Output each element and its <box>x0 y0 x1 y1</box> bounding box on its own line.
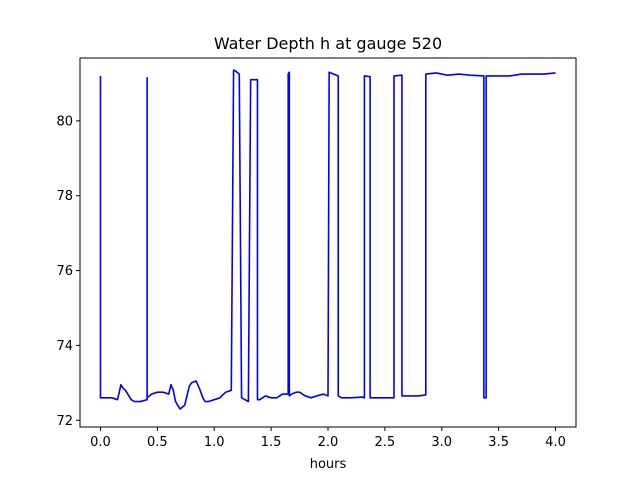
x-tick-label: 1.5 <box>261 435 282 450</box>
y-tick-label: 80 <box>56 114 73 129</box>
chart-title: Water Depth h at gauge 520 <box>214 34 442 53</box>
y-axis: 72 74 76 78 80 <box>56 114 80 429</box>
series-line-0 <box>99 69 556 410</box>
x-tick-label: 3.0 <box>431 435 452 450</box>
y-tick-label: 74 <box>56 339 73 354</box>
x-tick-label: 1.0 <box>204 435 225 450</box>
x-tick-label: 2.0 <box>318 435 339 450</box>
x-axis: 0.0 0.5 1.0 1.5 2.0 2.5 3.0 3.5 4.0 <box>90 427 566 450</box>
x-tick-label: 4.0 <box>545 435 566 450</box>
y-tick-label: 78 <box>56 189 73 204</box>
y-tick-label: 76 <box>56 264 73 279</box>
x-axis-label: hours <box>310 457 347 472</box>
y-tick-label: 72 <box>56 414 73 429</box>
x-tick-label: 3.5 <box>488 435 509 450</box>
x-tick-label: 0.0 <box>90 435 111 450</box>
x-tick-label: 2.5 <box>375 435 396 450</box>
series-layer <box>99 69 556 410</box>
x-tick-label: 0.5 <box>147 435 168 450</box>
